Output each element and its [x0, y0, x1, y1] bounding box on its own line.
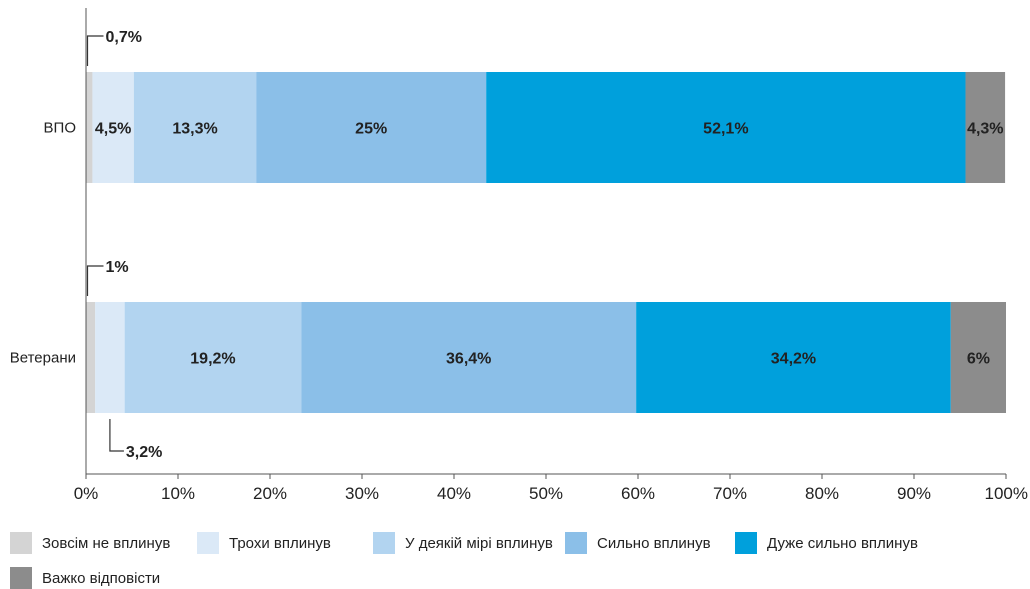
legend-swatch: [10, 567, 32, 589]
data-label: 36,4%: [446, 351, 491, 368]
legend-swatch: [565, 532, 587, 554]
x-tick-label: 80%: [805, 484, 839, 503]
bar-segment-5-впо: [486, 72, 966, 183]
bar-segment-3-впо: [133, 72, 257, 183]
bar-segment-1-впо: [86, 72, 93, 183]
data-label: 13,3%: [172, 121, 217, 138]
bar-segment-5-ветерани: [636, 302, 951, 413]
data-label: 0,7%: [106, 29, 142, 46]
legend-swatch: [10, 532, 32, 554]
x-tick-label: 0%: [74, 484, 99, 503]
data-label: 4,5%: [95, 121, 131, 138]
legend-item: Зовсім не вплинув: [10, 532, 170, 554]
x-tick-label: 50%: [529, 484, 563, 503]
legend-swatch: [373, 532, 395, 554]
x-tick-label: 90%: [897, 484, 931, 503]
labels-layer: ВПО 0,7% 4,5% 13,3% 25% 52,1% 4,3% Ветерани 1% 3,…: [10, 29, 1004, 461]
callout-line: [86, 35, 104, 66]
data-label: 52,1%: [703, 121, 748, 138]
legend-item: Дуже сильно вплинув: [735, 532, 918, 554]
legend-item: Трохи вплинув: [197, 532, 331, 554]
bars-layer: [86, 72, 1006, 413]
x-tick-label: 100%: [985, 484, 1028, 503]
legend-label: Трохи вплинув: [229, 534, 331, 552]
bar-segment-2-впо: [92, 72, 134, 183]
bar-segment-4-впо: [256, 72, 487, 183]
bar-segment-3-ветерани: [124, 302, 302, 413]
legend-swatch: [735, 532, 757, 554]
x-tick-label: 70%: [713, 484, 747, 503]
legend-swatch: [197, 532, 219, 554]
legend-label: Зовсім не вплинув: [42, 534, 171, 552]
data-label: 34,2%: [771, 351, 816, 368]
data-label: 3,2%: [126, 444, 162, 461]
data-label: 6%: [967, 351, 990, 368]
bar-segment-6-ветерани: [950, 302, 1006, 413]
data-label: 4,3%: [967, 121, 1003, 138]
x-tick-label: 60%: [621, 484, 655, 503]
x-tick-label: 20%: [253, 484, 287, 503]
category-label: ВПО: [44, 120, 76, 137]
data-label: 19,2%: [190, 351, 235, 368]
x-tick-label: 40%: [437, 484, 471, 503]
data-label: 25%: [355, 121, 387, 138]
legend-label: У деякій мірі вплинув: [405, 534, 553, 552]
x-axis: 0% 10% 20% 30% 40% 50% 60% 70% 80% 90% 100%: [74, 8, 1028, 503]
legend-label: Важко відповісти: [42, 569, 161, 587]
bar-segment-6-впо: [965, 72, 1006, 183]
legend-item: У деякій мірі вплинув: [373, 532, 553, 554]
bar-segment-1-ветерани: [86, 302, 96, 413]
category-label: Ветерани: [10, 350, 76, 367]
legend-label: Дуже сильно вплинув: [767, 534, 918, 552]
legend-label: Сильно вплинув: [597, 534, 711, 552]
x-tick-label: 10%: [161, 484, 195, 503]
data-label: 1%: [106, 259, 129, 276]
bar-segment-4-ветерани: [301, 302, 637, 413]
x-tick-label: 30%: [345, 484, 379, 503]
legend-item: Сильно вплинув: [565, 532, 711, 554]
legend-item: Важко відповісти: [10, 567, 160, 589]
bar-segment-2-ветерани: [95, 302, 125, 413]
callout-line: [109, 419, 124, 452]
callout-line: [86, 265, 104, 296]
